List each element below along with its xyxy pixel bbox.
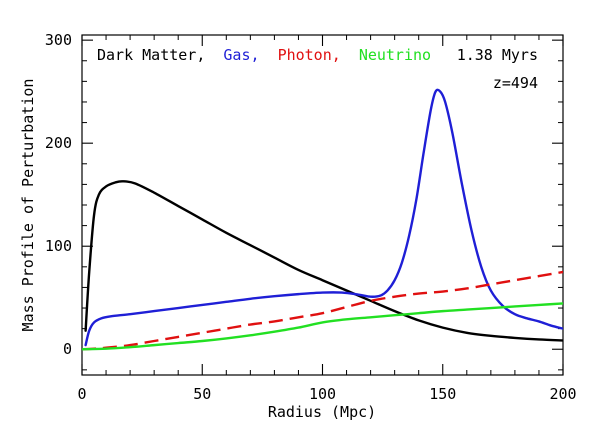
x-tick-label: 100 xyxy=(309,385,336,403)
x-tick-label: 200 xyxy=(549,385,576,403)
series-layer xyxy=(82,88,563,351)
x-axis-title: Radius (Mpc) xyxy=(268,403,376,421)
x-tick-label: 150 xyxy=(429,385,456,403)
series-line-dark-matter xyxy=(84,180,563,342)
tick-labels: 0 50 100 150 200 0 100 200 300 xyxy=(45,31,577,403)
legend-line: Dark Matter, Gas, Photon, Neutrino xyxy=(97,46,431,64)
y-tick-label: 100 xyxy=(45,237,72,255)
redshift-annotation: z=494 xyxy=(493,74,538,92)
y-tick-label: 300 xyxy=(45,31,72,49)
plot-area xyxy=(81,34,564,376)
legend-neutrino: Neutrino xyxy=(359,46,431,64)
y-axis-title: Mass Profile of Perturbation xyxy=(19,79,37,332)
legend-photon: Photon, xyxy=(278,46,341,64)
x-tick-label: 0 xyxy=(77,385,86,403)
tick-marks xyxy=(81,35,564,375)
series-line-neutrino xyxy=(82,302,563,351)
legend-dark-matter: Dark Matter, xyxy=(97,46,205,64)
y-tick-label: 0 xyxy=(63,340,72,358)
x-tick-label: 50 xyxy=(193,385,211,403)
y-tick-label: 200 xyxy=(45,134,72,152)
time-annotation: 1.38 Myrs xyxy=(457,46,538,64)
plot-frame xyxy=(81,34,564,376)
legend-gas: Gas, xyxy=(223,46,259,64)
series-line-photon xyxy=(82,270,563,351)
